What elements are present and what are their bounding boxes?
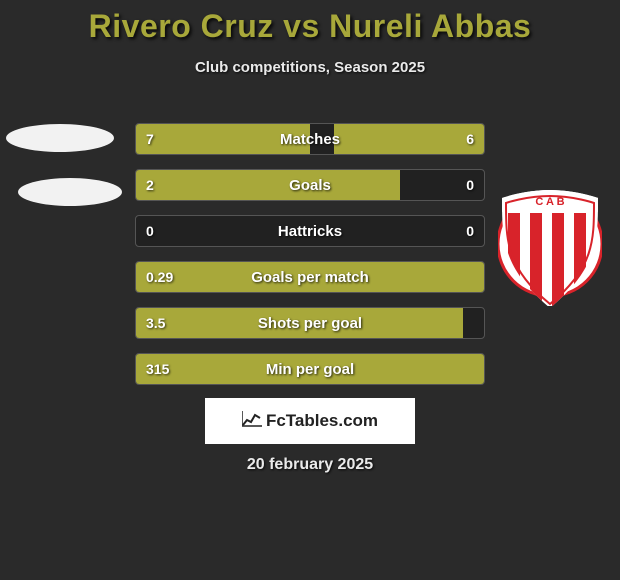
stat-row: 76Matches <box>135 123 485 155</box>
stats-area: 76Matches 20Goals 00Hattricks 0.29Goals per… <box>135 123 485 399</box>
page-title: Rivero Cruz vs Nureli Abbas <box>0 8 620 45</box>
stat-label: Min per goal <box>136 354 484 384</box>
logo-text: FcTables.com <box>266 411 378 431</box>
stat-label: Goals per match <box>136 262 484 292</box>
stat-row: 20Goals <box>135 169 485 201</box>
crest-placeholder <box>6 124 114 152</box>
infographic-container: Rivero Cruz vs Nureli Abbas Club competi… <box>0 0 620 580</box>
stat-row: 0.29Goals per match <box>135 261 485 293</box>
crest-placeholder <box>18 178 122 206</box>
logo-chart-icon <box>242 411 262 432</box>
stat-row: 3.5Shots per goal <box>135 307 485 339</box>
stat-label: Shots per goal <box>136 308 484 338</box>
stat-row: 00Hattricks <box>135 215 485 247</box>
fctables-logo[interactable]: FcTables.com <box>205 398 415 444</box>
stat-label: Hattricks <box>136 216 484 246</box>
subtitle: Club competitions, Season 2025 <box>0 59 620 76</box>
club-badge-svg: C A B <box>498 182 602 306</box>
stat-label: Goals <box>136 170 484 200</box>
stat-label: Matches <box>136 124 484 154</box>
svg-text:C A B: C A B <box>535 196 564 208</box>
stat-row: 315Min per goal <box>135 353 485 385</box>
date-text: 20 february 2025 <box>0 456 620 474</box>
